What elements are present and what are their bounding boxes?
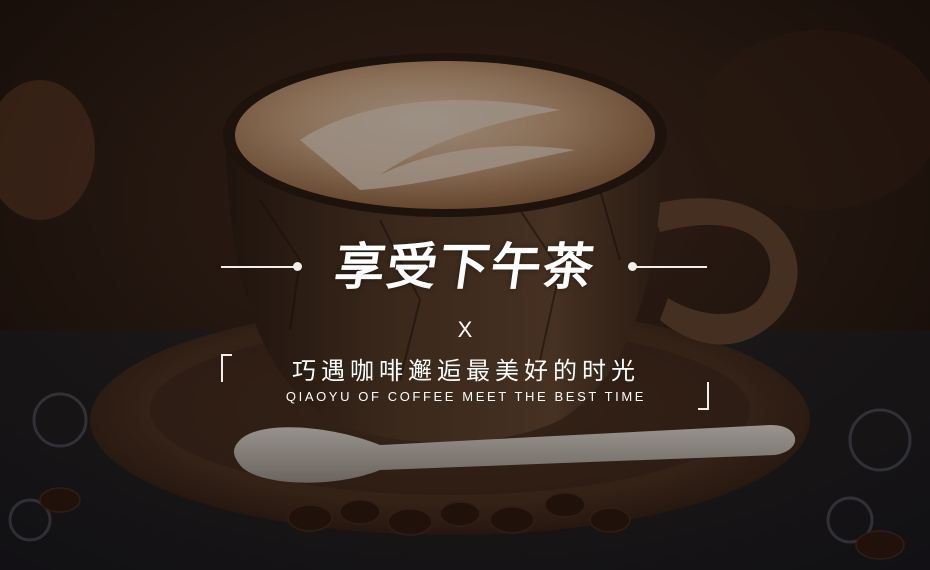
title-row: 享受下午茶 [0,232,930,302]
decorative-line-left [221,266,297,268]
blurred-object [0,80,95,220]
cup-body [225,130,665,443]
decorative-line-right [631,266,707,268]
bracket-bottom-right [698,382,709,410]
headline-title: 享受下午茶 [330,237,600,296]
subtitle-box: 巧遇咖啡邂逅最美好的时光 QIAOYU OF COFFEE MEET THE B… [221,354,709,410]
coffee-beans [39,487,905,560]
cup-handle [650,198,798,345]
cross-mark: X [457,317,473,342]
blurred-object [700,30,930,210]
subtitle-english: QIAOYU OF COFFEE MEET THE BEST TIME [285,389,647,404]
decorative-dot-left [293,262,302,271]
cup-texture [259,189,621,381]
spoon [234,424,796,483]
bracket-top-left [221,354,232,382]
subtitle-chinese: 巧遇咖啡邂逅最美好的时光 [292,357,640,385]
tablecloth-pattern [8,392,912,544]
latte-art [300,100,575,190]
